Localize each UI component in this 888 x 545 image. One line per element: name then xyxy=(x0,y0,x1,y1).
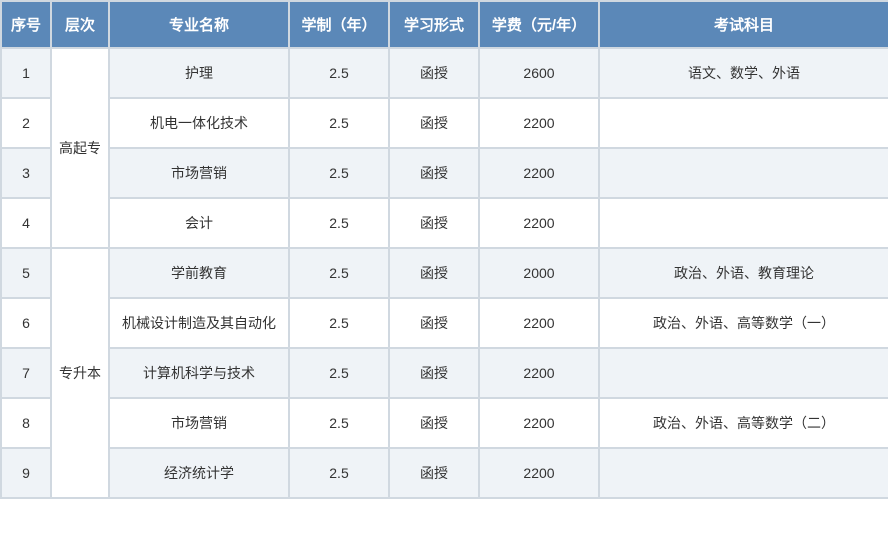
cell-exam xyxy=(599,448,888,498)
col-header-mode: 学习形式 xyxy=(389,1,479,48)
table-row: 2 机电一体化技术 2.5 函授 2200 xyxy=(1,98,888,148)
col-header-duration: 学制（年） xyxy=(289,1,389,48)
col-header-exam: 考试科目 xyxy=(599,1,888,48)
cell-mode: 函授 xyxy=(389,298,479,348)
cell-seq: 7 xyxy=(1,348,51,398)
cell-major: 计算机科学与技术 xyxy=(109,348,289,398)
cell-duration: 2.5 xyxy=(289,348,389,398)
cell-seq: 9 xyxy=(1,448,51,498)
cell-major: 护理 xyxy=(109,48,289,98)
table-row: 3 市场营销 2.5 函授 2200 xyxy=(1,148,888,198)
table-row: 4 会计 2.5 函授 2200 xyxy=(1,198,888,248)
cell-exam: 政治、外语、高等数学（一） xyxy=(599,298,888,348)
cell-level: 高起专 xyxy=(51,48,109,248)
cell-exam: 政治、外语、教育理论 xyxy=(599,248,888,298)
cell-major: 市场营销 xyxy=(109,148,289,198)
cell-fee: 2200 xyxy=(479,98,599,148)
col-header-fee: 学费（元/年） xyxy=(479,1,599,48)
program-table-container: 序号 层次 专业名称 学制（年） 学习形式 学费（元/年） 考试科目 1 高起专… xyxy=(0,0,888,499)
cell-mode: 函授 xyxy=(389,398,479,448)
cell-exam: 语文、数学、外语 xyxy=(599,48,888,98)
cell-exam: 政治、外语、高等数学（二） xyxy=(599,398,888,448)
cell-exam xyxy=(599,98,888,148)
cell-fee: 2200 xyxy=(479,298,599,348)
cell-exam xyxy=(599,148,888,198)
cell-fee: 2200 xyxy=(479,148,599,198)
cell-level: 专升本 xyxy=(51,248,109,498)
col-header-major: 专业名称 xyxy=(109,1,289,48)
col-header-seq: 序号 xyxy=(1,1,51,48)
table-row: 9 经济统计学 2.5 函授 2200 xyxy=(1,448,888,498)
cell-duration: 2.5 xyxy=(289,298,389,348)
table-header: 序号 层次 专业名称 学制（年） 学习形式 学费（元/年） 考试科目 xyxy=(1,1,888,48)
cell-seq: 1 xyxy=(1,48,51,98)
cell-duration: 2.5 xyxy=(289,148,389,198)
cell-exam xyxy=(599,348,888,398)
cell-major: 学前教育 xyxy=(109,248,289,298)
col-header-level: 层次 xyxy=(51,1,109,48)
cell-major: 经济统计学 xyxy=(109,448,289,498)
cell-mode: 函授 xyxy=(389,198,479,248)
cell-mode: 函授 xyxy=(389,348,479,398)
cell-duration: 2.5 xyxy=(289,198,389,248)
cell-major: 机械设计制造及其自动化 xyxy=(109,298,289,348)
cell-seq: 4 xyxy=(1,198,51,248)
program-table: 序号 层次 专业名称 学制（年） 学习形式 学费（元/年） 考试科目 1 高起专… xyxy=(0,0,888,499)
table-row: 1 高起专 护理 2.5 函授 2600 语文、数学、外语 xyxy=(1,48,888,98)
cell-fee: 2200 xyxy=(479,398,599,448)
table-row: 8 市场营销 2.5 函授 2200 政治、外语、高等数学（二） xyxy=(1,398,888,448)
cell-mode: 函授 xyxy=(389,148,479,198)
table-row: 6 机械设计制造及其自动化 2.5 函授 2200 政治、外语、高等数学（一） xyxy=(1,298,888,348)
cell-duration: 2.5 xyxy=(289,48,389,98)
cell-seq: 2 xyxy=(1,98,51,148)
cell-major: 会计 xyxy=(109,198,289,248)
table-body: 1 高起专 护理 2.5 函授 2600 语文、数学、外语 2 机电一体化技术 … xyxy=(1,48,888,498)
cell-duration: 2.5 xyxy=(289,98,389,148)
cell-seq: 6 xyxy=(1,298,51,348)
cell-mode: 函授 xyxy=(389,448,479,498)
table-row: 7 计算机科学与技术 2.5 函授 2200 xyxy=(1,348,888,398)
cell-major: 机电一体化技术 xyxy=(109,98,289,148)
cell-duration: 2.5 xyxy=(289,398,389,448)
cell-exam xyxy=(599,198,888,248)
cell-mode: 函授 xyxy=(389,248,479,298)
cell-mode: 函授 xyxy=(389,48,479,98)
cell-fee: 2200 xyxy=(479,198,599,248)
cell-fee: 2200 xyxy=(479,348,599,398)
cell-fee: 2200 xyxy=(479,448,599,498)
cell-seq: 3 xyxy=(1,148,51,198)
table-row: 5 专升本 学前教育 2.5 函授 2000 政治、外语、教育理论 xyxy=(1,248,888,298)
cell-duration: 2.5 xyxy=(289,248,389,298)
cell-fee: 2600 xyxy=(479,48,599,98)
cell-fee: 2000 xyxy=(479,248,599,298)
cell-seq: 5 xyxy=(1,248,51,298)
cell-seq: 8 xyxy=(1,398,51,448)
cell-duration: 2.5 xyxy=(289,448,389,498)
cell-major: 市场营销 xyxy=(109,398,289,448)
cell-mode: 函授 xyxy=(389,98,479,148)
